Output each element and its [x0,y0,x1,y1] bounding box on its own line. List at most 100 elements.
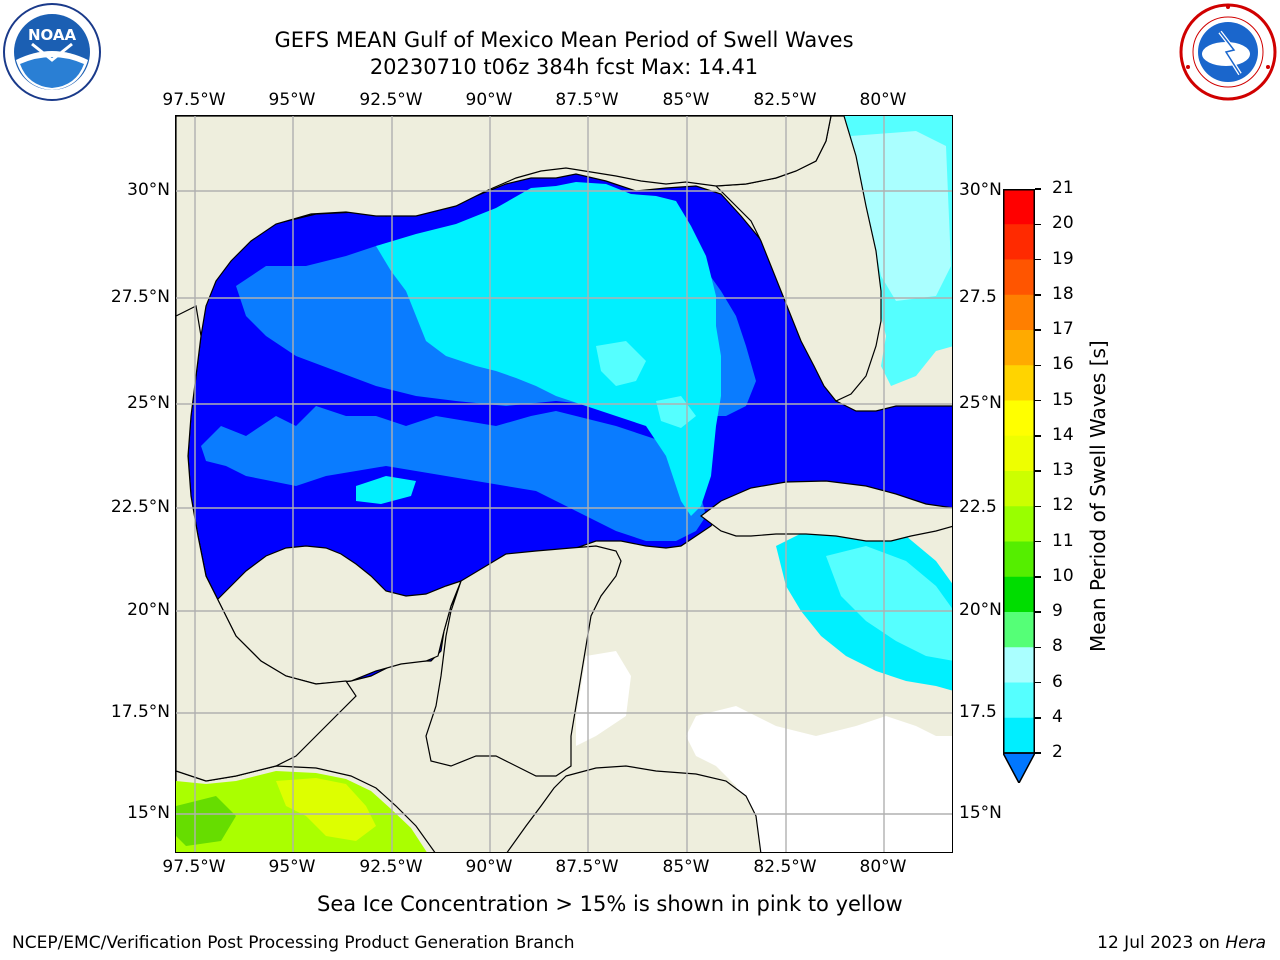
colorbar-tick-mark [1035,576,1041,578]
colorbar-tick-label: 12 [1052,495,1074,516]
x-tick-bottom: 80°W [859,857,907,877]
colorbar-band [1003,435,1035,472]
sea-ice-note: Sea Ice Concentration > 15% is shown in … [317,892,903,916]
y-tick-right: 22.5 [959,497,997,517]
noaa-logo: NOAA [2,2,102,102]
colorbar-tick-mark [1035,364,1041,366]
x-tick-bottom: 82.5°W [753,857,817,877]
ocean-cyan [376,182,721,516]
colorbar-tick-label: 4 [1052,706,1063,727]
graticule [176,116,952,852]
x-tick-top: 92.5°W [359,90,423,110]
colorbar-tick-mark [1035,435,1041,437]
colorbar-tick-mark [1035,329,1041,331]
colorbar [1001,189,1037,785]
colorbar-band [1003,294,1035,331]
y-tick-left: 30°N [127,180,170,200]
noaa-logo-text: NOAA [28,26,77,44]
y-tick-left: 17.5°N [110,702,170,722]
x-tick-top: 90°W [465,90,513,110]
chart-title: GEFS MEAN Gulf of Mexico Mean Period of … [274,28,854,52]
colorbar-frame [1003,189,1035,754]
colorbar-tick-mark [1035,258,1041,261]
colorbar-tick-mark [1035,717,1041,719]
footer-host: Hera [1225,933,1266,953]
y-tick-left: 20°N [127,600,170,620]
colorbar-tick-mark [1035,752,1041,754]
colorbar-tick-label: 19 [1052,248,1074,269]
x-tick-bottom: 85°W [662,857,710,877]
colorbar-band [1003,224,1035,260]
colorbar-tick-label: 13 [1052,460,1074,480]
map-panel [175,115,953,853]
colorbar-tick-label: 14 [1052,424,1074,445]
x-tick-bottom: 92.5°W [359,857,423,877]
colorbar-band [1003,365,1035,401]
ocean-medium-blue [201,406,706,541]
y-tick-left: 25°N [127,393,170,413]
x-tick-top: 87.5°W [555,90,619,110]
x-tick-top: 97.5°W [162,90,226,110]
y-tick-right: 27.5 [959,287,997,307]
colorbar-tick-label: 8 [1052,636,1063,657]
colorbar-tick-label: 20 [1052,213,1074,234]
colorbar-band [1003,506,1035,542]
colorbar-tick-mark [1035,294,1041,296]
national-weather-service-logo [1178,2,1278,102]
colorbar-tick-mark [1035,505,1041,507]
colorbar-tick-label: 17 [1052,319,1074,339]
colorbar-tick-mark [1035,646,1041,648]
colorbar-band [1003,259,1035,296]
pacific-deep-green [176,796,236,846]
y-tick-right: 30°N [959,180,1002,200]
chart-subtitle: 20230710 t06z 384h fcst Max: 14.41 [369,55,759,79]
colorbar-tick-mark [1035,188,1041,190]
caribbean-pale [826,546,952,661]
map-canvas [176,116,952,852]
colorbar-tick-label: 11 [1052,530,1074,551]
colorbar-tick-label: 6 [1052,671,1063,692]
x-tick-bottom: 90°W [465,857,513,877]
ocean-pale-cyan [596,341,646,386]
colorbar-tick-label: 9 [1052,601,1063,621]
colorbar-tick-mark [1035,470,1041,472]
colorbar-band [1003,541,1035,578]
colorbar-title: Mean Period of Swell Waves [s] [1086,340,1110,652]
y-tick-right: 17.5 [959,702,997,722]
y-tick-left: 27.5°N [110,287,170,307]
colorbar-tick-label: 15 [1052,389,1074,410]
footer-date: 12 Jul 2023 on Hera [1097,933,1266,953]
colorbar-tick-mark [1035,681,1041,684]
y-tick-right: 25°N [959,393,1002,413]
colorbar-svg [1001,189,1037,785]
colorbar-band [1003,330,1035,366]
ocean-cyan-patch [356,476,416,504]
colorbar-tick-label: 10 [1052,565,1074,586]
x-tick-top: 85°W [662,90,710,110]
footer-credit: NCEP/EMC/Verification Post Processing Pr… [12,933,575,953]
colorbar-band [1003,400,1035,437]
x-tick-top: 82.5°W [753,90,817,110]
y-tick-right: 15°N [959,803,1002,823]
y-tick-right: 20°N [959,600,1002,620]
colorbar-tick-label: 16 [1052,354,1074,375]
colorbar-band [1003,717,1035,754]
colorbar-tick-label: 18 [1052,283,1074,304]
colorbar-tick-mark [1035,399,1041,402]
y-tick-left: 15°N [127,803,170,823]
colorbar-band [1003,471,1035,507]
colorbar-band [1003,612,1035,648]
x-tick-bottom: 97.5°W [162,857,226,877]
colorbar-tick-label: 2 [1052,742,1063,762]
x-tick-bottom: 87.5°W [555,857,619,877]
colorbar-band [1003,189,1035,225]
pacific-yellow-patch [276,778,376,841]
honduras-land [506,765,762,852]
x-tick-top: 95°W [268,90,316,110]
colorbar-extend-arrow [1001,752,1037,785]
colorbar-band [1003,576,1035,613]
y-tick-left: 22.5°N [110,497,170,517]
atlantic-pale [851,131,951,301]
colorbar-tick-mark [1035,540,1041,543]
mexico-land [176,305,357,782]
